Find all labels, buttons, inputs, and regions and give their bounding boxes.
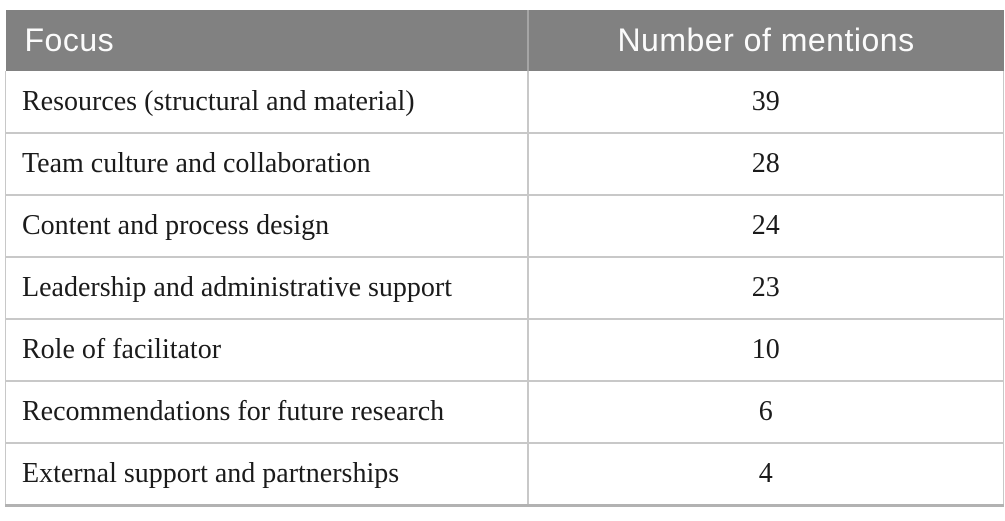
mentions-count-cell: 39 — [527, 71, 1004, 133]
table-container: Focus Number of mentions Resources (stru… — [5, 10, 1004, 507]
focus-cell: Recommendations for future research — [5, 380, 529, 443]
table-row: Leadership and administrative support 23 — [5, 256, 1004, 319]
table-row: Content and process design 24 — [5, 194, 1004, 257]
mentions-count-cell: 28 — [527, 132, 1004, 195]
focus-cell: Role of facilitator — [5, 318, 529, 381]
mentions-count-cell: 4 — [527, 442, 1004, 507]
focus-cell: Leadership and administrative support — [5, 256, 529, 319]
column-header-number-of-mentions: Number of mentions — [526, 10, 1004, 71]
focus-cell: Team culture and collaboration — [5, 132, 529, 195]
table-row: External support and partnerships 4 — [5, 442, 1004, 507]
column-header-focus: Focus — [5, 10, 528, 71]
mentions-count-cell: 23 — [527, 256, 1004, 319]
table-row: Resources (structural and material) 39 — [5, 71, 1004, 133]
mentions-count-cell: 10 — [527, 318, 1004, 381]
mentions-table: Focus Number of mentions Resources (stru… — [5, 10, 1004, 507]
table-header-row: Focus Number of mentions — [5, 10, 1004, 71]
mentions-count-cell: 6 — [527, 380, 1004, 443]
table-row: Recommendations for future research 6 — [5, 380, 1004, 443]
table-row: Role of facilitator 10 — [5, 318, 1004, 381]
focus-cell: External support and partnerships — [5, 442, 529, 507]
focus-cell: Content and process design — [5, 194, 529, 257]
focus-cell: Resources (structural and material) — [5, 71, 529, 133]
mentions-count-cell: 24 — [527, 194, 1004, 257]
table-row: Team culture and collaboration 28 — [5, 132, 1004, 195]
